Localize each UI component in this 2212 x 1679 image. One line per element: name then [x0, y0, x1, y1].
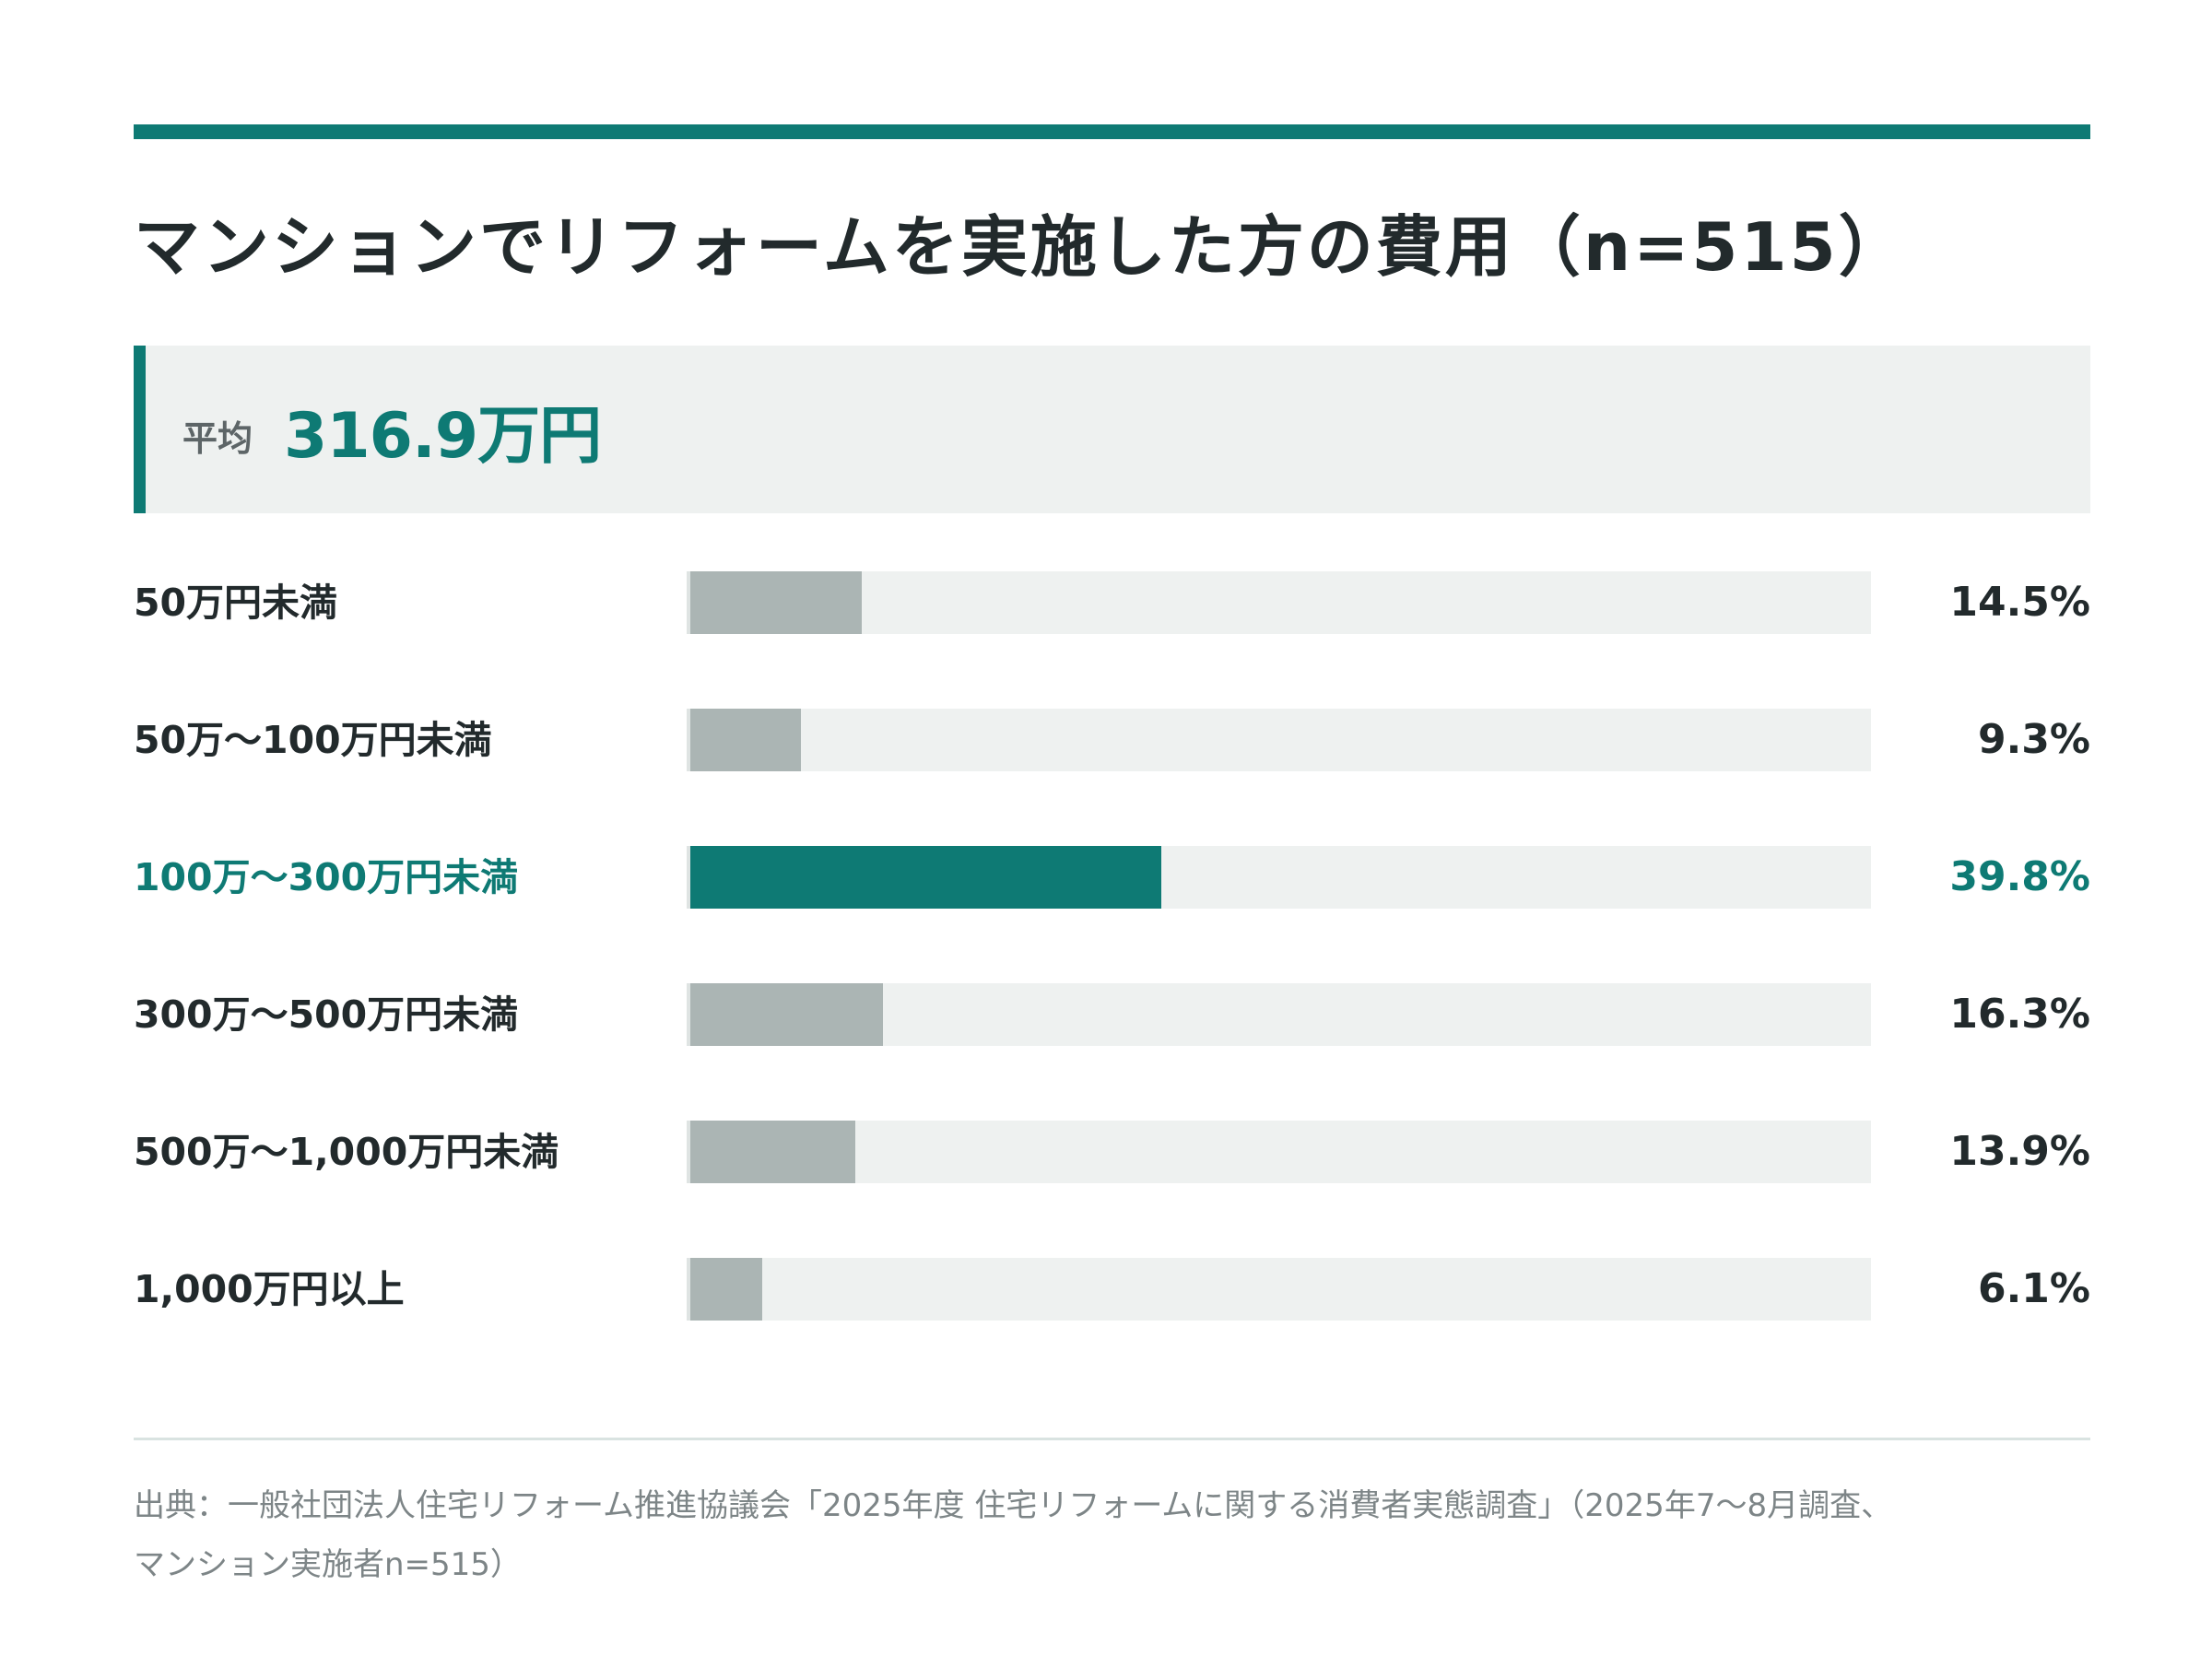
bar-track-cap [687, 983, 690, 1046]
value-label: 6.1% [1977, 1265, 2090, 1312]
bar [690, 1121, 855, 1183]
bar-track-cap [687, 1121, 690, 1183]
value-label: 13.9% [1949, 1128, 2090, 1175]
average-label: 平均 [182, 417, 253, 459]
bar-row: 500万〜1,000万円未満 13.9% [134, 1121, 2090, 1183]
category-label: 1,000万円以上 [134, 1267, 405, 1311]
bar-row: 300万〜500万円未満 16.3% [134, 983, 2090, 1046]
source-divider [134, 1438, 2090, 1440]
bar-track [687, 983, 1871, 1046]
category-label: 300万〜500万円未満 [134, 992, 519, 1037]
source-line-2: マンション実施者n=515） [134, 1546, 522, 1583]
chart-card: マンションでリフォームを実施した方の費用（n=515） 平均 316.9万円 5… [134, 124, 2090, 1321]
value-label: 9.3% [1977, 716, 2090, 763]
source-note: 出典：一般社団法人住宅リフォーム推進協議会「2025年度 住宅リフォームに関する… [134, 1476, 2090, 1594]
value-label: 16.3% [1949, 991, 2090, 1038]
average-value: 316.9万円 [284, 399, 602, 473]
bar [690, 709, 801, 771]
category-label: 50万円未満 [134, 581, 338, 625]
bar-track-cap [687, 709, 690, 771]
bar-track-cap [687, 1258, 690, 1321]
bar-row: 100万〜300万円未満 39.8% [134, 846, 2090, 909]
bar-row: 1,000万円以上 6.1% [134, 1258, 2090, 1321]
top-accent-rule [134, 124, 2090, 139]
category-label: 50万〜100万円未満 [134, 718, 492, 762]
bar-track [687, 571, 1871, 634]
bar [690, 983, 884, 1046]
bar [690, 1258, 763, 1321]
category-label: 100万〜300万円未満 [134, 855, 519, 899]
bar [690, 571, 863, 634]
bar-chart: 50万円未満 14.5% 50万〜100万円未満 9.3% 100万〜300万円未満 39… [134, 571, 2090, 1456]
source-line-1: 出典：一般社団法人住宅リフォーム推進協議会「2025年度 住宅リフォームに関する… [134, 1487, 1893, 1524]
bar-track [687, 846, 1871, 909]
value-label: 14.5% [1949, 579, 2090, 626]
chart-title: マンションでリフォームを実施した方の費用（n=515） [134, 208, 1908, 286]
bar-track [687, 1258, 1871, 1321]
bar-track-cap [687, 571, 690, 634]
bar-track-cap [687, 846, 690, 909]
value-label: 39.8% [1949, 853, 2090, 900]
bar-row: 50万円未満 14.5% [134, 571, 2090, 634]
bar-track [687, 709, 1871, 771]
bar [690, 846, 1162, 909]
bar-track [687, 1121, 1871, 1183]
average-summary-box: 平均 316.9万円 [134, 346, 2090, 513]
bar-row: 50万〜100万円未満 9.3% [134, 709, 2090, 771]
category-label: 500万〜1,000万円未満 [134, 1130, 559, 1174]
